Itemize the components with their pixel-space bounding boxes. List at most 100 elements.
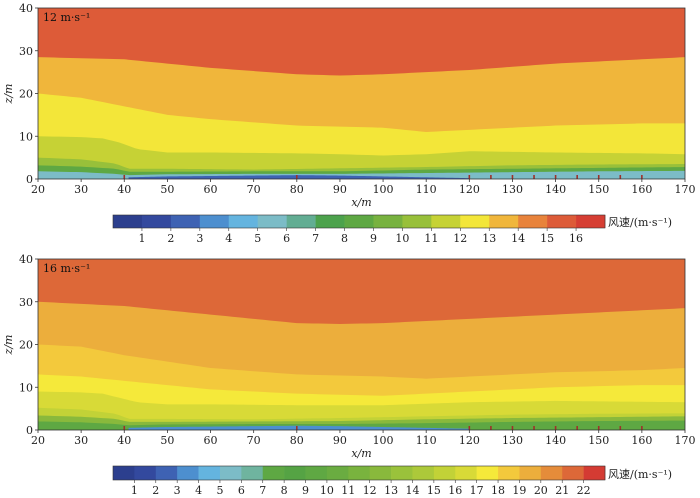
y-tick-label: 20 [19,88,33,101]
colorbar-tick-label: 11 [341,484,355,497]
colorbar-tick-label: 22 [577,484,591,497]
panel-16ms: 20 30 40 50 60 70 80 90 100 110 120 130 140 150 160 170… [2,253,696,497]
colorbar-tick-label: 19 [512,484,526,497]
colorbar-swatch [170,215,201,228]
colorbar-tick-label: 7 [312,232,319,245]
colorbar-tick-label: 18 [491,484,505,497]
colorbar-swatch [228,215,259,228]
roughness-markers-16ms [123,426,643,430]
colorbar-tick-label: 14 [511,232,525,245]
colorbar-tick-label: 8 [341,232,348,245]
colorbar-swatch [262,466,285,480]
y-axis-label-12ms: z/m [2,84,15,105]
x-tick-label: 160 [631,183,652,196]
colorbar-tick-label: 10 [395,232,409,245]
y-tick-label: 20 [19,339,33,352]
x-tick-label: 140 [545,434,566,447]
colorbar-swatch [402,215,432,228]
colorbar-swatch [519,466,542,480]
x-tick-label: 30 [74,183,88,196]
y-tick-label: 10 [19,381,33,394]
colorbar-swatch [476,466,499,480]
wind-speed-annotation-12ms: 12 m·s⁻¹ [43,11,90,24]
colorbar-swatch [198,466,221,480]
colorbar-swatch [540,466,563,480]
x-tick-label: 100 [373,434,394,447]
contour-fills-12ms [38,8,685,179]
colorbar-swatch [113,466,135,480]
colorbar-tick-label: 9 [370,232,377,245]
colorbar-swatch [141,215,172,228]
x-tick-label: 60 [204,434,218,447]
x-tick-label: 80 [290,183,304,196]
colorbar-swatch [348,466,370,480]
x-tick-label: 90 [333,183,347,196]
x-tick-label: 50 [160,183,174,196]
colorbar-swatch [315,215,345,228]
x-tick-label: 130 [502,434,523,447]
colorbar-swatch [177,466,199,480]
colorbar-tick-label: 1 [138,232,145,245]
colorbar-tick-label: 13 [384,484,398,497]
colorbar-swatch [344,215,374,228]
x-tick-label: 50 [160,434,174,447]
x-axis-label-12ms: x/m [351,196,371,209]
y-tick-label: 40 [19,2,33,15]
colorbar-tick-label: 6 [238,484,245,497]
colorbar-frame [112,214,606,229]
colorbar-label-16ms: 风速/(m·s⁻¹) [608,468,672,481]
contour-band-5 [128,425,470,430]
colorbar-tick-label: 8 [281,484,288,497]
colorbar-swatch [257,215,287,228]
x-tick-label: 170 [675,183,696,196]
colorbar-swatch [455,466,477,480]
x-tick-label: 140 [545,183,566,196]
colorbar-swatch [431,215,461,228]
x-tick-label: 20 [31,434,45,447]
colorbar-swatch [305,466,328,480]
colorbar-swatch [547,215,577,228]
colorbar-tick-label: 4 [225,232,232,245]
colorbar-swatch [412,466,435,480]
colorbar-tick-label: 1 [131,484,138,497]
x-tick-label: 60 [204,183,218,196]
colorbar-tick-label: 6 [283,232,290,245]
colorbar-swatch [113,215,143,228]
x-tick-label: 40 [117,434,131,447]
x-tick-label: 90 [333,434,347,447]
colorbar-swatch [576,215,606,228]
y-tick-label: 0 [26,173,33,186]
colorbar-16ms: 1 2 3 4 5 6 7 8 9 10 11 12 13 14 15 16 17 18 19 20 21 22 [112,465,606,497]
y-tick-label: 30 [19,296,33,309]
x-tick-label: 70 [247,183,261,196]
colorbar-swatch [199,215,230,228]
colorbar-frame [112,465,606,481]
colorbar-tick-label: 13 [482,232,496,245]
axes-16ms: 20 30 40 50 60 70 80 90 100 110 120 130 140 150 160 170… [19,253,696,447]
colorbar-tick-label: 15 [427,484,441,497]
x-tick-label: 70 [247,434,261,447]
colorbar-swatch [460,215,490,228]
axes-12ms: 20 30 40 50 60 70 80 90 100 110 120 130 140 150 160 170… [19,2,696,196]
x-tick-label: 150 [588,434,609,447]
colorbar-tick-label: 12 [453,232,467,245]
colorbar-tick-label: 5 [216,484,223,497]
roughness-markers-12ms [123,175,643,179]
colorbar-swatch [562,466,584,480]
x-tick-label: 20 [31,183,45,196]
colorbar-swatch [433,466,456,480]
colorbar-swatch [369,466,392,480]
colorbar-12ms: 1 2 3 4 5 6 7 8 9 10 11 12 13 14 15 16 [112,214,606,245]
x-tick-label: 170 [675,434,696,447]
x-axis-label-16ms: x/m [351,447,371,460]
colorbar-swatch [284,466,306,480]
x-tick-label: 100 [373,183,394,196]
colorbar-tick-label: 15 [540,232,554,245]
contour-band-4 [128,175,470,179]
x-tick-label: 120 [459,183,480,196]
colorbar-swatch [155,466,178,480]
x-tick-label: 110 [416,183,437,196]
x-tick-label: 120 [459,434,480,447]
y-tick-label: 30 [19,45,33,58]
